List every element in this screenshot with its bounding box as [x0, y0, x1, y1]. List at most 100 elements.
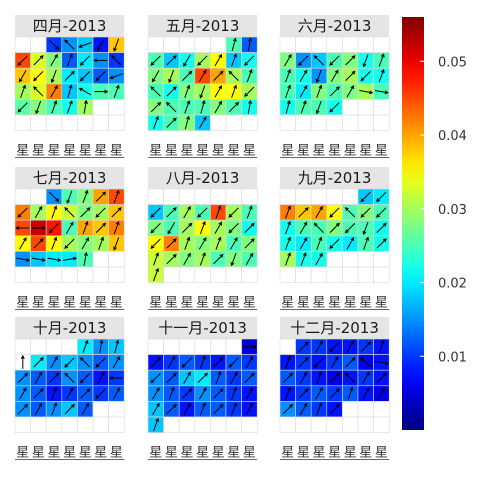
empty-day-cell	[357, 99, 374, 116]
weekday-label: 星	[79, 446, 92, 461]
wind-arrow-shaft	[66, 190, 73, 204]
wind-arrow-shaft	[166, 102, 177, 113]
wind-arrow	[285, 68, 291, 83]
wind-arrow	[285, 386, 291, 400]
wind-arrow-shaft	[199, 252, 206, 266]
wind-arrow-head	[289, 372, 294, 377]
wind-arrow	[50, 53, 58, 67]
wind-arrow-head	[228, 229, 233, 234]
wind-arrow-shaft	[49, 39, 59, 50]
weekday-label: 星	[47, 144, 60, 159]
wind-arrow-head	[249, 402, 254, 407]
wind-arrow-shaft	[33, 238, 44, 249]
wind-arrow-shaft	[329, 223, 340, 233]
wind-arrow	[64, 39, 75, 50]
wind-arrow-shaft	[345, 223, 356, 233]
wind-arrow-shaft	[362, 387, 370, 400]
wind-arrow-shaft	[150, 223, 161, 233]
wind-arrow	[64, 357, 75, 368]
wind-arrow-shaft	[360, 341, 371, 352]
wind-arrow-head	[95, 363, 100, 368]
wind-arrow-shaft	[184, 237, 190, 250]
wind-arrow-shaft	[184, 116, 190, 130]
wind-arrow-head	[218, 85, 222, 90]
wind-arrow-head	[319, 340, 323, 345]
wind-arrow	[83, 99, 88, 114]
wind-arrow-head	[188, 388, 193, 393]
wind-arrow-shaft	[363, 237, 369, 250]
wind-arrow-shaft	[80, 55, 91, 66]
wind-arrow	[329, 55, 340, 66]
weekday-label: 星	[196, 144, 209, 159]
wind-arrow	[95, 222, 107, 233]
wind-arrow	[360, 191, 371, 203]
wind-arrow-head	[150, 61, 155, 66]
wind-arrow-head	[287, 205, 291, 210]
wind-arrow-head	[334, 355, 339, 360]
calendar-panel-6: 九月-2013星星星星星星星	[279, 167, 390, 311]
wind-arrow-shaft	[150, 373, 161, 383]
empty-day-cell	[210, 114, 227, 131]
wind-arrow-head	[113, 47, 117, 52]
wind-arrow-shaft	[345, 55, 356, 66]
wind-arrow-shaft	[113, 190, 120, 204]
weekday-label: 星	[344, 446, 357, 461]
wind-arrow	[231, 53, 237, 67]
wind-arrow	[329, 372, 340, 383]
wind-arrow-shaft	[315, 206, 323, 219]
weekday-label: 星	[243, 446, 256, 461]
empty-day-cell	[295, 36, 312, 53]
weekday-label: 星	[375, 446, 388, 461]
wind-arrow-shaft	[362, 372, 370, 384]
wind-arrow-shaft	[214, 85, 222, 98]
wind-arrow	[109, 73, 123, 80]
wind-arrow-shaft	[299, 372, 308, 384]
panel-title-background	[280, 317, 390, 339]
wind-arrow-shaft	[49, 223, 59, 233]
weekday-label: 星	[297, 296, 310, 311]
wind-arrow	[167, 222, 176, 235]
wind-arrow	[99, 339, 104, 354]
wind-arrow	[360, 357, 371, 368]
wind-arrow-head	[344, 229, 349, 234]
wind-arrow-shaft	[231, 54, 237, 67]
calendar-panel-4: 七月-2013星星星星星星星	[14, 167, 125, 311]
wind-arrow-head	[17, 108, 22, 113]
wind-arrow-shaft	[166, 86, 177, 97]
wind-arrow-shaft	[285, 85, 291, 98]
wind-arrow-shaft	[299, 70, 308, 82]
empty-day-cell	[210, 416, 227, 433]
wind-arrow-head	[53, 236, 58, 241]
empty-day-cell	[147, 36, 164, 53]
wind-arrow-shaft	[247, 38, 252, 52]
wind-arrow-head	[83, 99, 88, 104]
wind-arrow-shaft	[49, 373, 59, 383]
wind-arrow-head	[172, 403, 177, 408]
weekday-label: 星	[243, 296, 256, 311]
wind-arrow-shaft	[168, 387, 175, 400]
wind-arrow-head	[95, 77, 100, 82]
weekday-label: 星	[110, 144, 123, 159]
weekday-label: 星	[16, 446, 29, 461]
wind-arrow	[51, 236, 58, 250]
wind-arrow	[66, 53, 73, 67]
wind-arrow	[360, 71, 371, 82]
panel-title-background	[15, 15, 125, 37]
wind-arrow	[376, 238, 387, 249]
wind-arrow	[344, 223, 356, 234]
wind-arrow-shaft	[81, 237, 89, 250]
weekday-label: 星	[149, 296, 162, 311]
wind-arrow	[50, 355, 58, 369]
wind-arrow-shaft	[376, 191, 387, 202]
wind-arrow	[199, 355, 206, 369]
wind-arrow-head	[172, 253, 177, 258]
wind-arrow-head	[155, 417, 159, 422]
calendar-panel-3: 六月-2013星星星星星星星	[279, 15, 390, 159]
wind-arrow-head	[202, 69, 207, 74]
wind-arrow	[345, 55, 356, 66]
colorbar-tick-label: 0.05	[438, 55, 467, 70]
wind-arrow-head	[315, 78, 320, 84]
colorbar-tick-label: 0.04	[438, 129, 467, 144]
wind-arrow-head	[79, 357, 84, 362]
wind-arrow-head	[50, 78, 55, 84]
